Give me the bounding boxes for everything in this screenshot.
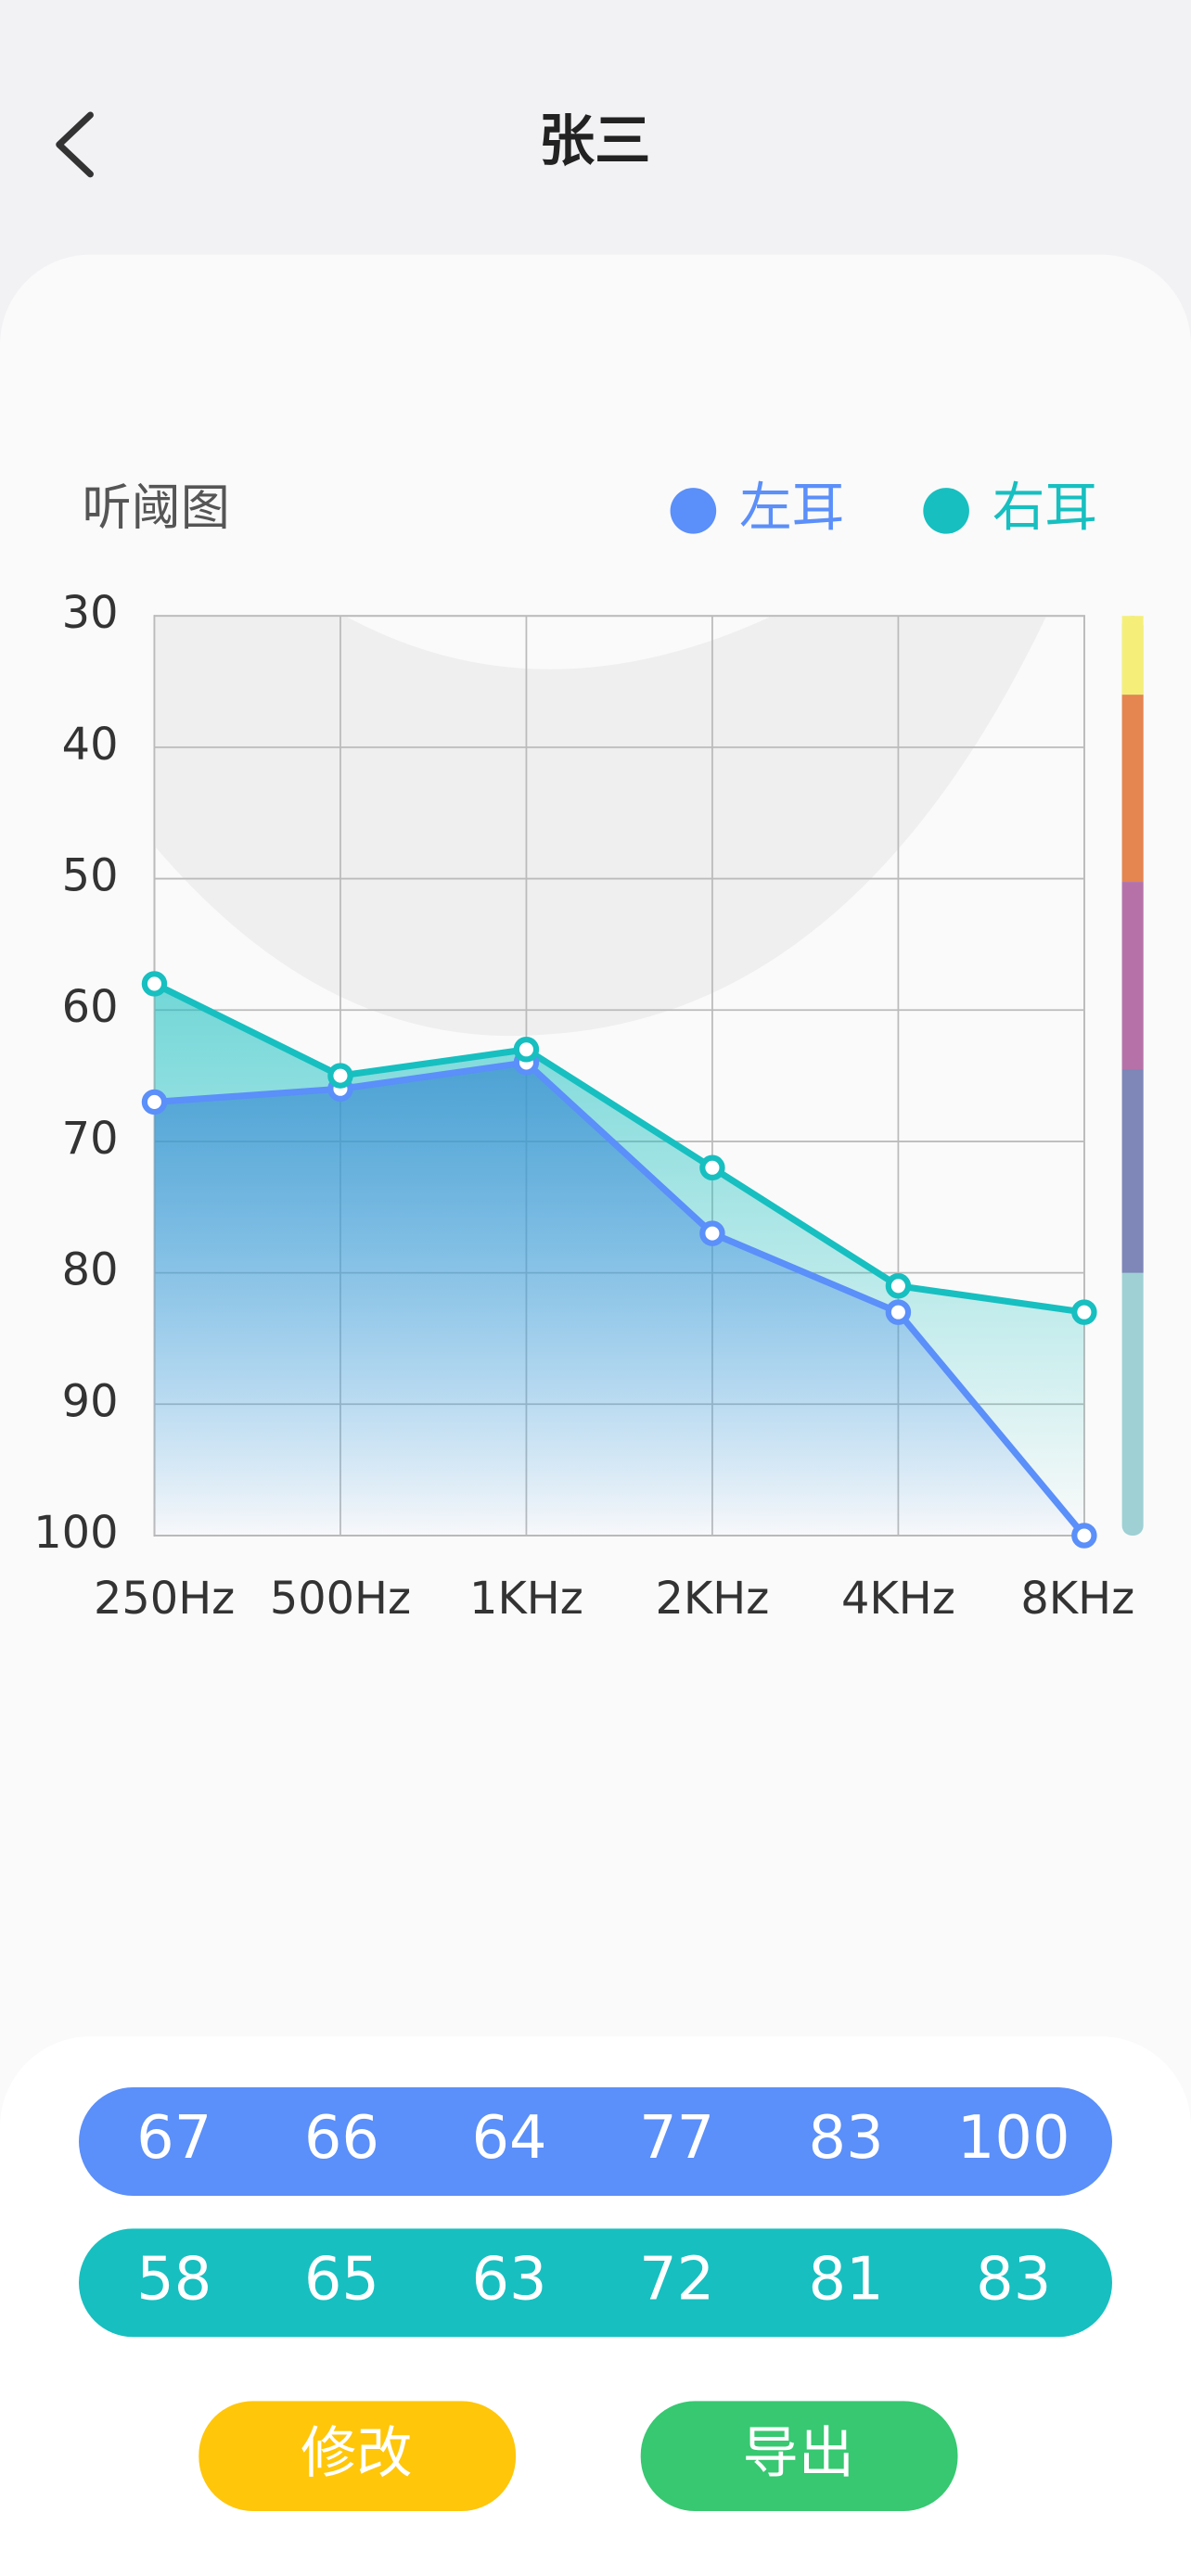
plot [141,971,1097,1549]
export-button-label[interactable]: 导出 [743,2421,854,2486]
y-tick-label: 70 [62,1114,119,1165]
y-tick-label: 30 [62,588,119,639]
value-label: 66 [304,2104,379,2173]
speech-banana [154,616,1047,1037]
legend-label: 左耳 [739,477,844,538]
chart-title: 听阈图 [83,478,230,536]
value-label: 65 [304,2245,379,2314]
value-label: 83 [809,2104,884,2173]
right-values-pill [79,2228,1112,2338]
severity-severe [1121,1069,1144,1273]
data-point [513,1037,540,1063]
page-title: 张三 [539,109,650,174]
left-values-pill [79,2087,1112,2196]
export-button[interactable] [640,2401,958,2511]
severity-normal [1121,616,1144,695]
value-label: 64 [471,2104,546,2173]
value-label: 81 [809,2245,884,2314]
y-tick-label: 80 [62,1245,119,1296]
area-fill [154,1062,1084,1536]
x-tick-label: 250Hz [94,1574,235,1625]
x-tick-label: 1KHz [469,1574,583,1625]
data-point [1071,1523,1097,1549]
data-point [885,1299,912,1325]
series-line [152,980,1085,1316]
value-label: 63 [471,2245,546,2314]
value-label: 67 [136,2104,211,2173]
x-tick-label: 2KHz [656,1574,770,1625]
data-point [141,971,168,997]
value-label: 77 [639,2104,714,2173]
legend-label: 右耳 [992,477,1097,538]
data-point [1071,1299,1097,1325]
severity-mild [1121,695,1144,883]
y-tick-label: 60 [62,982,119,1033]
y-tick-label: 100 [33,1508,118,1559]
value-label: 83 [976,2245,1051,2314]
legend-swatch [923,488,969,534]
value-label: 100 [957,2104,1070,2173]
data-point [699,1220,725,1246]
y-tick-label: 90 [62,1376,119,1427]
y-tick-label: 40 [62,720,119,771]
legend-swatch [670,488,717,534]
series-line [154,1059,1087,1538]
data-point [885,1273,912,1299]
edit-button[interactable] [198,2401,517,2511]
back-button[interactable] [56,111,94,178]
severity-moderate [1121,882,1144,1070]
x-tick-label: 8KHz [1020,1574,1134,1625]
value-label: 72 [639,2245,714,2314]
data-point [327,1063,353,1089]
y-tick-label: 50 [62,851,119,902]
edit-button-label[interactable]: 修改 [301,2421,412,2486]
value-label: 58 [136,2245,211,2314]
x-tick-label: 500Hz [270,1574,411,1625]
data-point [141,1089,168,1116]
data-point [699,1154,725,1180]
x-tick-label: 4KHz [841,1574,955,1625]
